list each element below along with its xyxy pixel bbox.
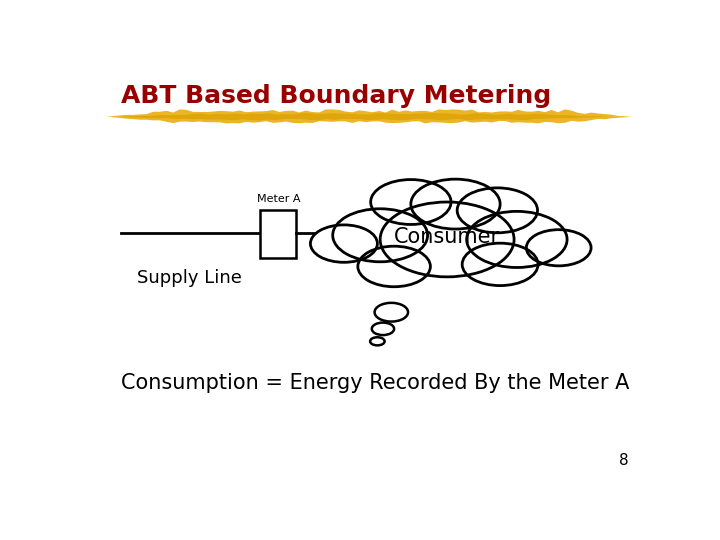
Ellipse shape — [333, 209, 428, 262]
Ellipse shape — [358, 246, 431, 287]
Ellipse shape — [372, 322, 394, 335]
Ellipse shape — [526, 230, 591, 266]
Text: ABT Based Boundary Metering: ABT Based Boundary Metering — [121, 84, 551, 107]
Ellipse shape — [462, 243, 538, 286]
Ellipse shape — [371, 180, 451, 225]
Text: Meter A: Meter A — [256, 194, 300, 204]
Ellipse shape — [411, 179, 500, 229]
Ellipse shape — [310, 225, 377, 262]
Ellipse shape — [467, 211, 567, 267]
Text: Consumption = Energy Recorded By the Meter A: Consumption = Energy Recorded By the Met… — [121, 373, 629, 393]
Text: 8: 8 — [619, 453, 629, 468]
Ellipse shape — [380, 202, 514, 277]
Ellipse shape — [370, 338, 384, 346]
FancyBboxPatch shape — [260, 210, 297, 258]
Ellipse shape — [457, 188, 538, 233]
Polygon shape — [118, 113, 609, 120]
Text: Consumer: Consumer — [394, 227, 500, 247]
Ellipse shape — [374, 303, 408, 321]
Text: Supply Line: Supply Line — [138, 268, 243, 287]
Polygon shape — [107, 109, 631, 124]
